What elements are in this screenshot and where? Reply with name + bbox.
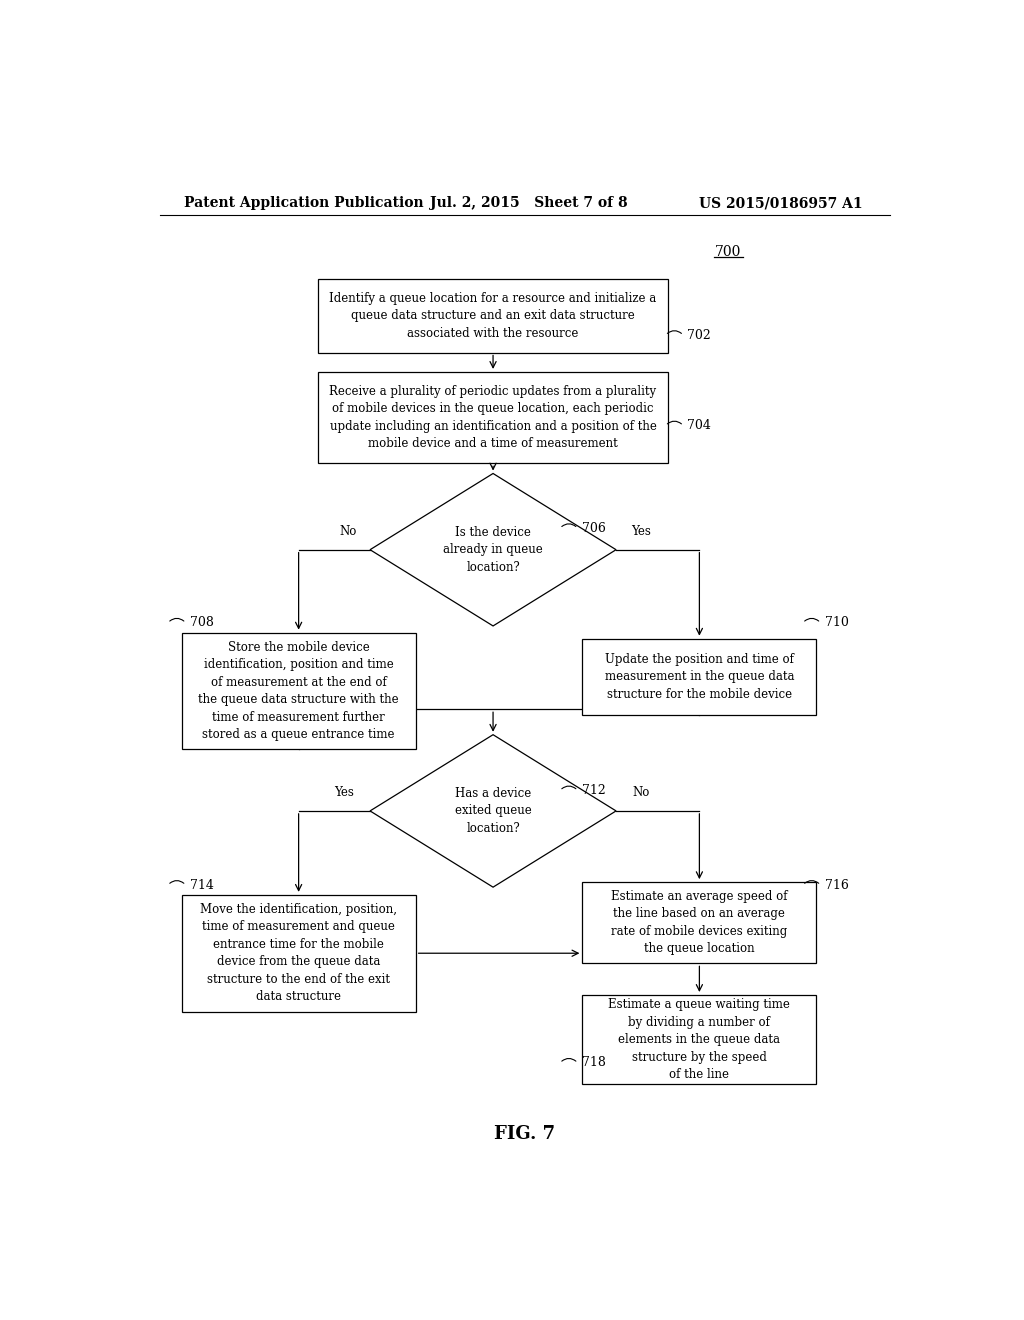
Text: Identify a queue location for a resource and initialize a
queue data structure a: Identify a queue location for a resource… xyxy=(330,292,656,341)
Text: Estimate an average speed of
the line based on an average
rate of mobile devices: Estimate an average speed of the line ba… xyxy=(611,890,787,956)
Polygon shape xyxy=(370,735,616,887)
Text: Jul. 2, 2015   Sheet 7 of 8: Jul. 2, 2015 Sheet 7 of 8 xyxy=(430,197,627,210)
Text: 716: 716 xyxy=(824,879,849,891)
Text: 700: 700 xyxy=(715,246,741,259)
Bar xyxy=(583,995,816,1084)
Text: Yes: Yes xyxy=(334,787,354,799)
Bar xyxy=(318,372,668,463)
Bar xyxy=(583,639,816,715)
Text: Is the device
already in queue
location?: Is the device already in queue location? xyxy=(443,525,543,574)
Text: Move the identification, position,
time of measurement and queue
entrance time f: Move the identification, position, time … xyxy=(200,903,397,1003)
Polygon shape xyxy=(370,474,616,626)
Text: Yes: Yes xyxy=(632,525,651,539)
Text: 704: 704 xyxy=(687,420,712,432)
Text: Update the position and time of
measurement in the queue data
structure for the : Update the position and time of measurem… xyxy=(604,653,795,701)
Text: Estimate a queue waiting time
by dividing a number of
elements in the queue data: Estimate a queue waiting time by dividin… xyxy=(608,998,791,1081)
Text: 712: 712 xyxy=(582,784,605,797)
Text: No: No xyxy=(633,787,650,799)
Bar xyxy=(181,895,416,1011)
Text: US 2015/0186957 A1: US 2015/0186957 A1 xyxy=(699,197,863,210)
Text: 706: 706 xyxy=(582,521,606,535)
Bar xyxy=(181,632,416,750)
Text: 714: 714 xyxy=(189,879,214,891)
Text: Has a device
exited queue
location?: Has a device exited queue location? xyxy=(455,787,531,836)
Text: Receive a plurality of periodic updates from a plurality
of mobile devices in th: Receive a plurality of periodic updates … xyxy=(330,385,656,450)
Text: 718: 718 xyxy=(582,1056,606,1069)
Text: Store the mobile device
identification, position and time
of measurement at the : Store the mobile device identification, … xyxy=(199,640,399,742)
Text: 702: 702 xyxy=(687,329,712,342)
Bar xyxy=(583,882,816,964)
Text: 710: 710 xyxy=(824,616,849,630)
Text: No: No xyxy=(339,525,356,539)
Text: 708: 708 xyxy=(189,616,214,630)
Text: FIG. 7: FIG. 7 xyxy=(495,1125,555,1143)
Text: Patent Application Publication: Patent Application Publication xyxy=(183,197,423,210)
Bar xyxy=(318,280,668,352)
